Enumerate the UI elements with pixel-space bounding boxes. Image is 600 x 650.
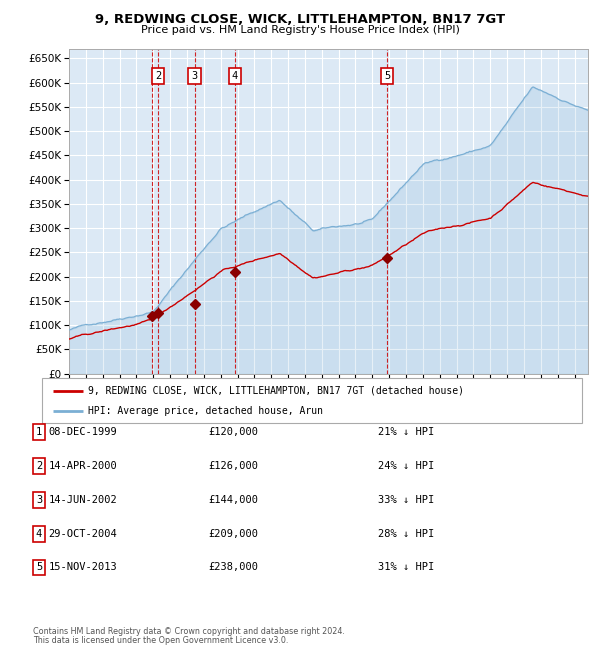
Text: 3: 3 — [191, 72, 197, 81]
Text: HPI: Average price, detached house, Arun: HPI: Average price, detached house, Arun — [88, 406, 323, 417]
Text: 08-DEC-1999: 08-DEC-1999 — [48, 427, 117, 437]
Text: 3: 3 — [36, 495, 42, 505]
FancyBboxPatch shape — [42, 378, 582, 422]
Text: 29-OCT-2004: 29-OCT-2004 — [48, 528, 117, 539]
Text: £126,000: £126,000 — [208, 461, 258, 471]
Text: 15-NOV-2013: 15-NOV-2013 — [48, 562, 117, 573]
Text: Price paid vs. HM Land Registry's House Price Index (HPI): Price paid vs. HM Land Registry's House … — [140, 25, 460, 34]
Text: 14-JUN-2002: 14-JUN-2002 — [48, 495, 117, 505]
Text: 1: 1 — [36, 427, 42, 437]
Text: 9, REDWING CLOSE, WICK, LITTLEHAMPTON, BN17 7GT: 9, REDWING CLOSE, WICK, LITTLEHAMPTON, B… — [95, 13, 505, 26]
Text: £120,000: £120,000 — [208, 427, 258, 437]
Text: 4: 4 — [36, 528, 42, 539]
Text: £209,000: £209,000 — [208, 528, 258, 539]
Text: 14-APR-2000: 14-APR-2000 — [48, 461, 117, 471]
Text: 5: 5 — [36, 562, 42, 573]
Text: 4: 4 — [232, 72, 238, 81]
Text: 28% ↓ HPI: 28% ↓ HPI — [378, 528, 434, 539]
Text: 31% ↓ HPI: 31% ↓ HPI — [378, 562, 434, 573]
Text: £238,000: £238,000 — [208, 562, 258, 573]
Text: 2: 2 — [36, 461, 42, 471]
Text: 2: 2 — [155, 72, 161, 81]
Text: 24% ↓ HPI: 24% ↓ HPI — [378, 461, 434, 471]
Text: This data is licensed under the Open Government Licence v3.0.: This data is licensed under the Open Gov… — [33, 636, 289, 645]
Text: 21% ↓ HPI: 21% ↓ HPI — [378, 427, 434, 437]
Text: 5: 5 — [384, 72, 390, 81]
Text: Contains HM Land Registry data © Crown copyright and database right 2024.: Contains HM Land Registry data © Crown c… — [33, 627, 345, 636]
Text: 33% ↓ HPI: 33% ↓ HPI — [378, 495, 434, 505]
Text: £144,000: £144,000 — [208, 495, 258, 505]
Text: 9, REDWING CLOSE, WICK, LITTLEHAMPTON, BN17 7GT (detached house): 9, REDWING CLOSE, WICK, LITTLEHAMPTON, B… — [88, 385, 464, 396]
